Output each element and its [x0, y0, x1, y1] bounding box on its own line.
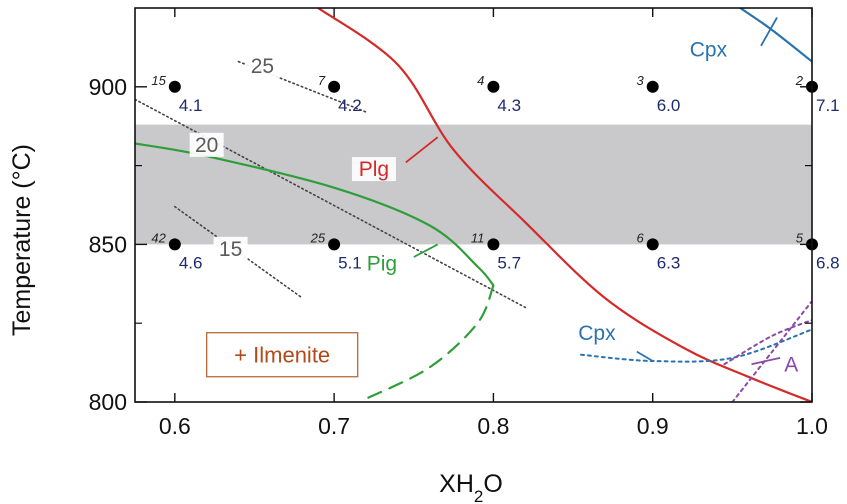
point-id-label-3: 3 — [636, 73, 644, 88]
curve-label-leader-0 — [405, 136, 439, 164]
isopleth-label-25: 25 — [251, 55, 274, 78]
curve-a-upper — [723, 319, 812, 366]
point-value-label-5: 6.8 — [816, 253, 840, 272]
curve-label-leader-1 — [413, 243, 439, 258]
point-value-label-6: 6.3 — [657, 253, 681, 272]
x-axis-label-main: XH — [439, 470, 474, 498]
curve-label-a-4: A — [784, 353, 798, 376]
curve-cpx — [739, 8, 812, 63]
curve-label-bg-4 — [781, 352, 802, 377]
isopleth-label-bg-15 — [213, 236, 248, 261]
curve-label-bg-3 — [574, 320, 619, 345]
point-id-label-2: 2 — [795, 73, 804, 88]
y-tick-label-0: 800 — [89, 389, 127, 415]
isopleth-label-20: 20 — [195, 134, 218, 157]
y-axis-label: Temperature (°C) — [8, 144, 36, 336]
data-point-6 — [646, 238, 659, 251]
curve-a — [731, 300, 812, 402]
curve-label-cpx-2: Cpx — [690, 38, 728, 61]
point-value-label-2: 7.1 — [816, 96, 840, 115]
point-id-label-4: 4 — [477, 73, 484, 88]
point-value-label-25: 5.1 — [338, 253, 362, 272]
curve-label-cpx-3: Cpx — [578, 322, 616, 345]
curve-label-leader-2 — [760, 17, 778, 47]
x-axis-title: XH2O — [439, 470, 503, 504]
point-value-label-7: 4.2 — [338, 96, 362, 115]
x-axis-label-subscript: 2 — [474, 487, 483, 504]
annotation-box — [206, 332, 359, 378]
plot-frame — [134, 7, 813, 403]
y-tick-label-1: 850 — [89, 231, 127, 257]
x-axis-label: XH2O — [439, 470, 503, 504]
data-point-11 — [487, 238, 500, 251]
point-value-label-42: 4.6 — [179, 253, 203, 272]
annotation-box-label: + Ilmenite — [234, 343, 330, 368]
curve-label-pig-1: Pig — [367, 253, 397, 276]
point-id-label-42: 42 — [151, 230, 166, 245]
isopleth-label-15: 15 — [219, 238, 242, 261]
point-id-label-15: 15 — [151, 73, 166, 88]
curve-label-bg-2 — [686, 37, 731, 62]
x-axis-label-suffix: O — [483, 470, 502, 498]
data-point-15 — [168, 80, 181, 93]
point-value-label-11: 5.7 — [497, 253, 521, 272]
point-id-label-5: 5 — [796, 230, 804, 245]
point-value-label-4: 4.3 — [497, 96, 521, 115]
curve-label-leader-3 — [636, 350, 654, 362]
data-point-4 — [487, 80, 500, 93]
curve-pig-dashed — [364, 284, 495, 400]
curve-label-bg-1 — [359, 251, 404, 276]
isopleth-label-bg-20 — [189, 132, 224, 157]
shaded-band — [135, 124, 812, 245]
point-value-label-15: 4.1 — [179, 96, 203, 115]
x-tick-label-4: 1.0 — [796, 413, 828, 439]
point-id-label-25: 25 — [310, 230, 326, 245]
curve-label-bg-0 — [351, 157, 396, 182]
point-value-label-3: 6.0 — [657, 96, 681, 115]
point-id-label-11: 11 — [471, 230, 485, 245]
data-point-25 — [328, 238, 341, 251]
plot-area: 25 20 15 Plg Pig Cpx Cpx A 15 4.1 7 4.2 4 4.3 3 6.0 2 7.1… — [89, 7, 840, 439]
x-tick-label-1: 0.7 — [318, 413, 350, 439]
x-tick-label-3: 0.9 — [637, 413, 669, 439]
x-tick-label-0: 0.6 — [159, 413, 191, 439]
curve-plg — [317, 8, 812, 402]
y-axis-title: Temperature (°C) — [8, 144, 36, 336]
data-point-42 — [168, 238, 181, 251]
curve-label-plg-0: Plg — [359, 158, 389, 181]
x-tick-label-2: 0.8 — [477, 413, 509, 439]
isopleth-label-bg-25 — [245, 54, 280, 79]
y-tick-label-2: 900 — [89, 74, 127, 100]
data-point-7 — [328, 80, 341, 93]
point-id-label-7: 7 — [318, 73, 326, 88]
point-id-label-6: 6 — [636, 230, 644, 245]
data-point-3 — [646, 80, 659, 93]
curve-label-leader-4 — [751, 357, 781, 366]
